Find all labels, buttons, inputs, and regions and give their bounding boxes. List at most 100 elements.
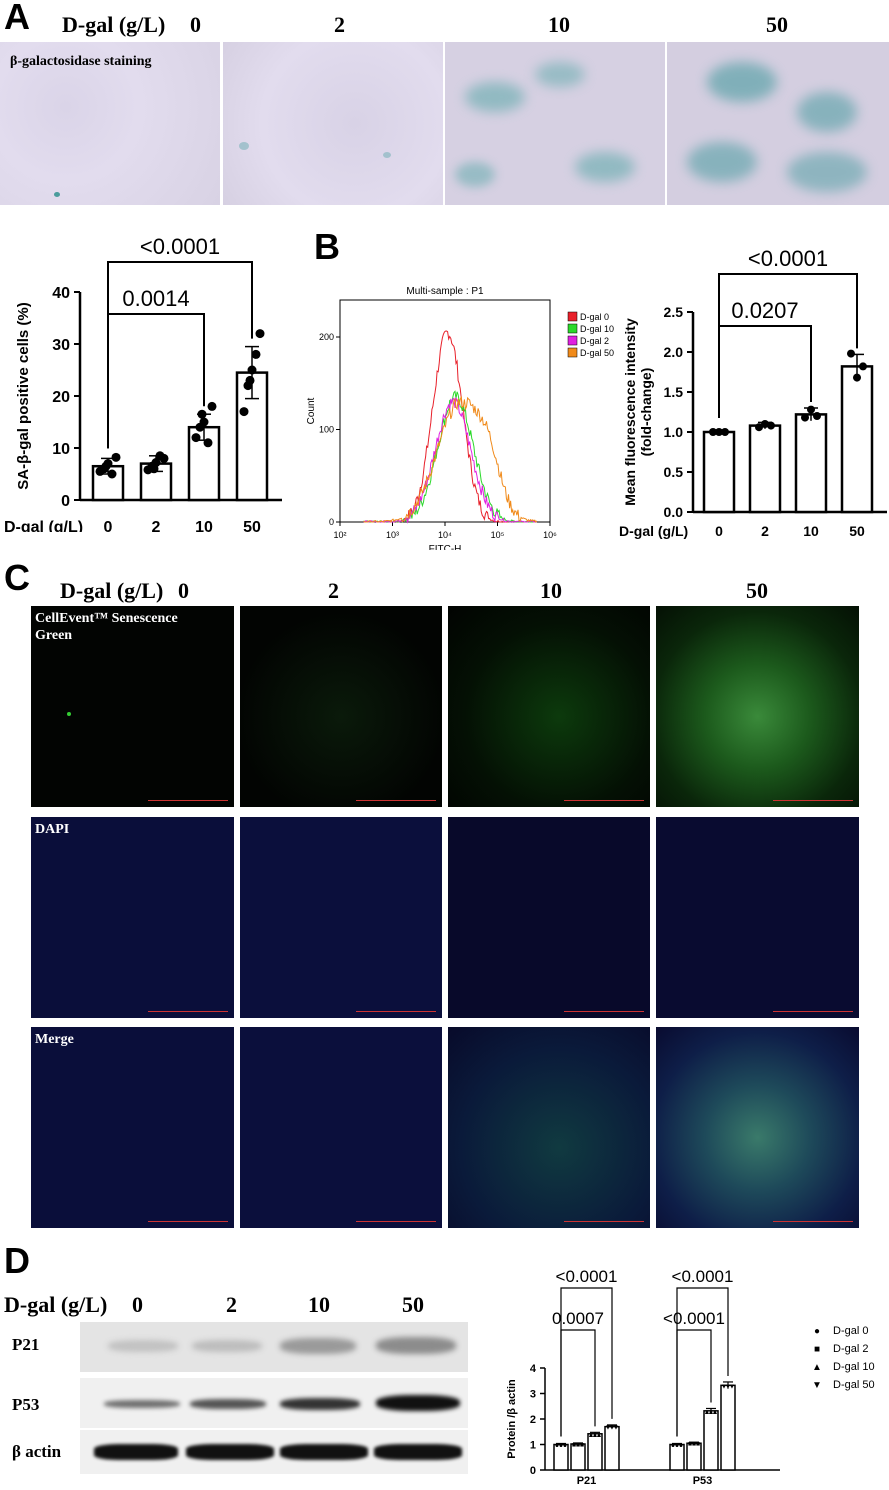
data-point: ▲: [708, 1409, 715, 1416]
series-line: [363, 396, 538, 523]
dapi-image-2: [240, 817, 442, 1018]
data-point: [149, 464, 159, 474]
panel-c-dose-0: 0: [178, 578, 189, 603]
legend-label: D-gal 0: [833, 1325, 868, 1337]
x-tick-label: 10: [803, 523, 819, 539]
p-value-label: <0.0001: [748, 246, 828, 271]
data-point: ▲: [596, 1432, 603, 1439]
blot-label-p53: P53: [12, 1395, 40, 1414]
data-point: [107, 469, 117, 479]
dapi-image-50: [656, 817, 859, 1018]
scale-bar: [564, 1011, 644, 1012]
y-tick-label: 1: [530, 1440, 536, 1452]
green-image-2: [240, 606, 442, 807]
legend-swatch: [567, 335, 578, 346]
data-point: [807, 405, 815, 414]
scale-bar: [356, 1011, 436, 1012]
y-tick-label: 4: [530, 1363, 537, 1375]
legend-marker: ●: [814, 1326, 820, 1337]
data-point: ●: [563, 1443, 567, 1450]
panel-a-dgal-label: D-gal (g/L): [62, 12, 166, 37]
legend-marker: ▼: [812, 1380, 822, 1391]
x-axis-label: D-gal (g/L): [619, 523, 688, 539]
data-point: ●: [675, 1443, 679, 1450]
y-tick-label: 30: [52, 337, 70, 354]
panel-a-dose-0: 0: [190, 12, 201, 37]
panel-c-dgal-label: D-gal (g/L): [60, 578, 164, 603]
data-point: [101, 461, 111, 471]
significance-bracket: [107, 261, 253, 449]
data-point: ▼: [725, 1383, 732, 1390]
p-value-label: 0.0014: [122, 286, 189, 311]
panel-letter-d: D: [4, 1240, 30, 1281]
bar: [702, 430, 736, 514]
x-tick-label: 10⁵: [491, 530, 505, 540]
p-value-label: <0.0001: [672, 1267, 734, 1286]
x-tick-label: 10²: [333, 530, 346, 540]
data-point: ■: [572, 1442, 576, 1449]
data-point: ▲: [712, 1409, 719, 1416]
x-tick-label: 2: [761, 523, 769, 539]
x-tick-label: 10: [195, 519, 213, 532]
x-tick-label: 0: [715, 523, 723, 539]
legend-label: D-gal 10: [580, 324, 614, 334]
panel-c-dose-10: 10: [540, 578, 562, 603]
data-point: [709, 428, 717, 436]
scale-bar: [356, 1221, 436, 1222]
data-point: [203, 438, 213, 448]
data-point: ■: [688, 1441, 692, 1448]
x-tick-label: 50: [849, 523, 865, 539]
bar: [720, 1384, 736, 1471]
panel-d-dose-50: 50: [402, 1292, 424, 1317]
y-tick-label: 100: [319, 425, 334, 435]
blot-label-p21: P21: [12, 1335, 40, 1354]
significance-bracket: [560, 1329, 596, 1437]
bar: [703, 1410, 719, 1471]
panel-a-dose-2: 2: [334, 12, 345, 37]
scale-bar: [773, 1011, 853, 1012]
data-point: ●: [671, 1443, 675, 1450]
legend-marker: ▲: [812, 1362, 822, 1373]
y-tick-label: 0: [61, 493, 70, 510]
bar: [840, 365, 874, 514]
bar: [604, 1425, 620, 1471]
data-point: ▼: [613, 1425, 620, 1432]
significance-bracket: [676, 1287, 729, 1437]
scale-bar: [356, 800, 436, 801]
y-axis-label: Mean fluorescence intensity: [622, 318, 638, 506]
data-point: ■: [580, 1442, 584, 1449]
mfi-chart: 0.0 0.5 1.0 1.5 2.0 2.5 Mean fluorescence inte…: [619, 246, 887, 539]
panel-d-dose-10: 10: [308, 1292, 330, 1317]
data-point: ▼: [729, 1383, 736, 1390]
x-tick-label: 10⁶: [543, 530, 557, 540]
data-point: [207, 401, 217, 411]
bar: [794, 413, 828, 514]
legend-label: D-gal 0: [580, 312, 609, 322]
row-label-green: CellEvent™ Senescence Green: [35, 611, 178, 643]
data-point: [853, 373, 861, 382]
blot-p53: [80, 1378, 468, 1428]
merge-image-50: [656, 1027, 859, 1228]
data-point: [255, 329, 265, 339]
data-point: ■: [692, 1441, 696, 1448]
row-label-merge: Merge: [35, 1032, 74, 1047]
data-point: [755, 423, 763, 432]
y-tick-label: 2.0: [664, 344, 684, 360]
y-tick-label: 2: [530, 1414, 536, 1426]
scale-bar: [148, 800, 228, 801]
data-point: [801, 413, 809, 422]
x-axis-label: D-gal (g/L): [4, 519, 83, 532]
data-point: [191, 433, 201, 443]
significance-bracket: [718, 325, 812, 418]
data-point: [813, 412, 821, 420]
panel-d-dgal-label: D-gal (g/L): [4, 1292, 108, 1317]
p-value-label: <0.0001: [663, 1309, 725, 1328]
legend-swatch: [567, 311, 578, 322]
bgal-image-2: [223, 42, 443, 205]
y-tick-label: 1.0: [664, 424, 684, 440]
data-point: [239, 407, 249, 417]
p-value-label: <0.0001: [140, 234, 220, 259]
panel-d-dose-0: 0: [132, 1292, 143, 1317]
